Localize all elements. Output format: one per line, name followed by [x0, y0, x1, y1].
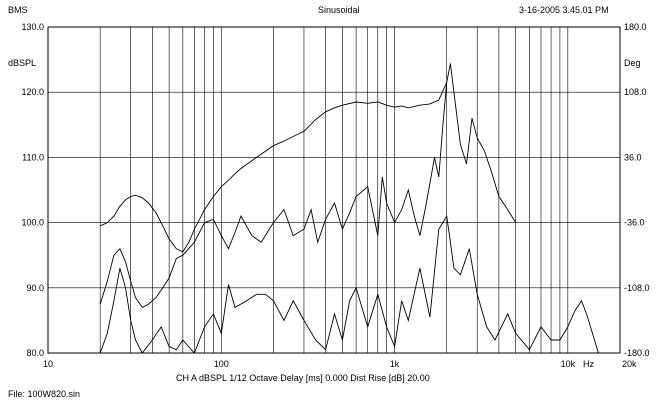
y-tick-label: 110.0: [22, 152, 44, 162]
y2-tick-label: 36.0: [624, 152, 642, 162]
x-tick-label: 10k: [561, 359, 576, 369]
series-line-3: [99, 214, 599, 353]
x-tick-label: 20k: [622, 359, 637, 369]
chart-mode: Sinusoidal: [318, 5, 360, 15]
y-tick-label: 80.0: [26, 348, 44, 358]
y2-tick-label: 180.0: [624, 22, 647, 32]
y2-tick-label: -36.0: [624, 218, 645, 228]
y-tick-label: 120.0: [21, 87, 44, 97]
x-tick-label: 10: [43, 359, 53, 369]
y2-tick-label: -180.0: [624, 348, 650, 358]
y2-tick-label: -108.0: [624, 283, 650, 293]
x-tick-label: 1k: [390, 359, 400, 369]
y-axis-label: dBSPL: [8, 58, 36, 68]
x-tick-label: 100: [214, 359, 229, 369]
measurement-settings: CH A dBSPL 1/12 Octave Delay [ms] 0.000 …: [176, 373, 430, 383]
series-line-1: [100, 82, 448, 253]
file-name: File: 100W820.sin: [8, 389, 81, 399]
y2-tick-label: 108.0: [624, 87, 647, 97]
grid: [48, 27, 620, 353]
tick-labels: 80.0 90.0 100.0 110.0 120.0 130.0 -180.0 -108.0…: [8, 22, 650, 369]
y-tick-label: 100.0: [21, 218, 44, 228]
y-tick-label: 90.0: [26, 283, 44, 293]
series-layer: [99, 63, 599, 353]
series-line-2: [99, 63, 517, 308]
plot-frame: [47, 26, 621, 354]
y2-axis-label: Deg: [624, 58, 641, 68]
app-name: BMS: [8, 5, 28, 15]
x-axis-unit: Hz: [583, 359, 594, 369]
timestamp: 3-16-2005 3.45.01 PM: [519, 5, 609, 15]
y-tick-label: 130.0: [21, 22, 44, 32]
